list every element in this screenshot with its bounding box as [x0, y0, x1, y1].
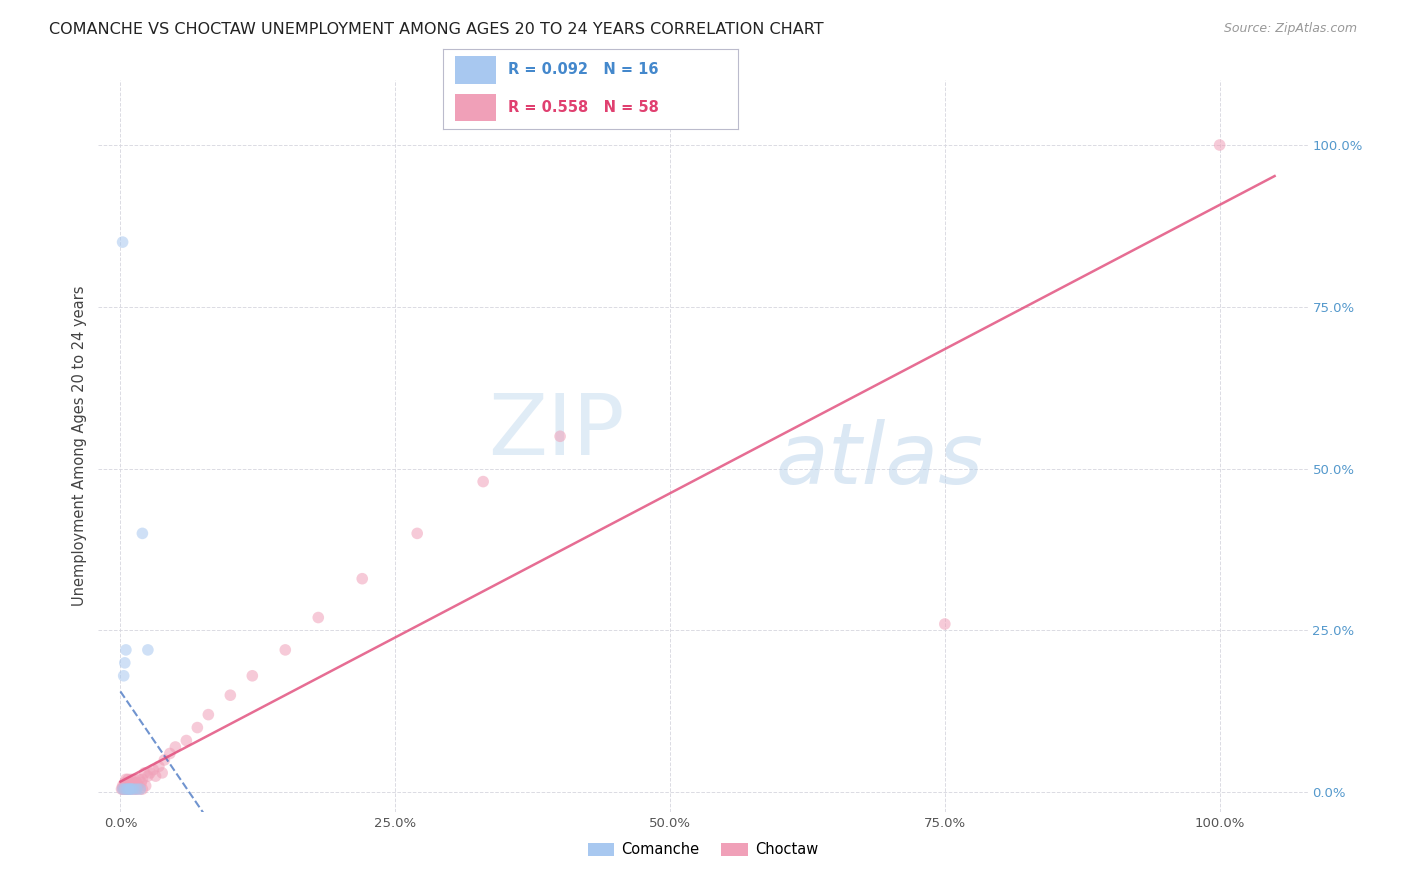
Point: [118, 782, 141, 797]
Point: [186, 721, 208, 735]
Point: [148, 759, 170, 773]
Point: [114, 782, 136, 797]
Bar: [454, 94, 496, 121]
Point: [131, 772, 153, 787]
Point: [122, 775, 145, 789]
Point: [115, 782, 138, 797]
Text: R = 0.558   N = 58: R = 0.558 N = 58: [508, 100, 659, 115]
Point: [124, 772, 146, 787]
Point: [120, 775, 142, 789]
Point: [111, 782, 134, 797]
Point: [120, 772, 142, 787]
Point: [120, 779, 142, 793]
Point: [139, 765, 162, 780]
Point: [117, 782, 139, 797]
Point: [120, 782, 142, 797]
Point: [120, 782, 142, 797]
Point: [122, 782, 145, 797]
Point: [129, 782, 152, 797]
Point: [112, 669, 135, 683]
Point: [219, 688, 242, 702]
Legend: Comanche, Choctaw: Comanche, Choctaw: [582, 837, 824, 863]
Point: [142, 763, 165, 777]
Y-axis label: Unemployment Among Ages 20 to 24 years: Unemployment Among Ages 20 to 24 years: [72, 285, 87, 607]
Point: [115, 643, 138, 657]
Point: [122, 782, 145, 797]
Point: [274, 643, 297, 657]
Point: [472, 475, 495, 489]
Point: [197, 707, 219, 722]
Point: [125, 782, 148, 797]
Point: [112, 779, 135, 793]
Point: [134, 765, 156, 780]
Point: [114, 782, 136, 797]
Point: [111, 779, 134, 793]
Point: [406, 526, 429, 541]
Point: [125, 782, 148, 797]
Point: [125, 782, 148, 797]
Point: [145, 769, 167, 783]
Bar: [454, 56, 496, 84]
Point: [115, 779, 138, 793]
Point: [124, 779, 146, 793]
Point: [307, 610, 329, 624]
Point: [120, 782, 142, 797]
Point: [127, 779, 149, 793]
Point: [115, 779, 138, 793]
Text: COMANCHE VS CHOCTAW UNEMPLOYMENT AMONG AGES 20 TO 24 YEARS CORRELATION CHART: COMANCHE VS CHOCTAW UNEMPLOYMENT AMONG A…: [49, 22, 824, 37]
Point: [135, 779, 157, 793]
Point: [153, 753, 176, 767]
Point: [150, 765, 173, 780]
Point: [1208, 138, 1230, 153]
Point: [125, 775, 148, 789]
Point: [111, 235, 134, 249]
Point: [117, 782, 139, 797]
Point: [165, 739, 187, 754]
Text: ZIP: ZIP: [488, 390, 624, 473]
Point: [129, 782, 152, 797]
Point: [115, 782, 138, 797]
Point: [115, 772, 138, 787]
Text: R = 0.092   N = 16: R = 0.092 N = 16: [508, 62, 658, 78]
Point: [118, 782, 141, 797]
Text: Source: ZipAtlas.com: Source: ZipAtlas.com: [1223, 22, 1357, 36]
Point: [131, 526, 153, 541]
Point: [240, 669, 263, 683]
Text: atlas: atlas: [776, 419, 984, 502]
Point: [176, 733, 198, 747]
Point: [934, 617, 956, 632]
Point: [115, 782, 138, 797]
Point: [117, 772, 139, 787]
Point: [159, 747, 181, 761]
Point: [352, 572, 374, 586]
Point: [114, 656, 136, 670]
Point: [548, 429, 571, 443]
Point: [110, 782, 132, 797]
Point: [121, 779, 143, 793]
Point: [128, 772, 150, 787]
Point: [112, 782, 135, 797]
Point: [118, 779, 141, 793]
Point: [129, 775, 152, 789]
Point: [131, 782, 153, 797]
Point: [114, 775, 136, 789]
Point: [136, 643, 159, 657]
Point: [111, 782, 134, 797]
Point: [136, 769, 159, 783]
